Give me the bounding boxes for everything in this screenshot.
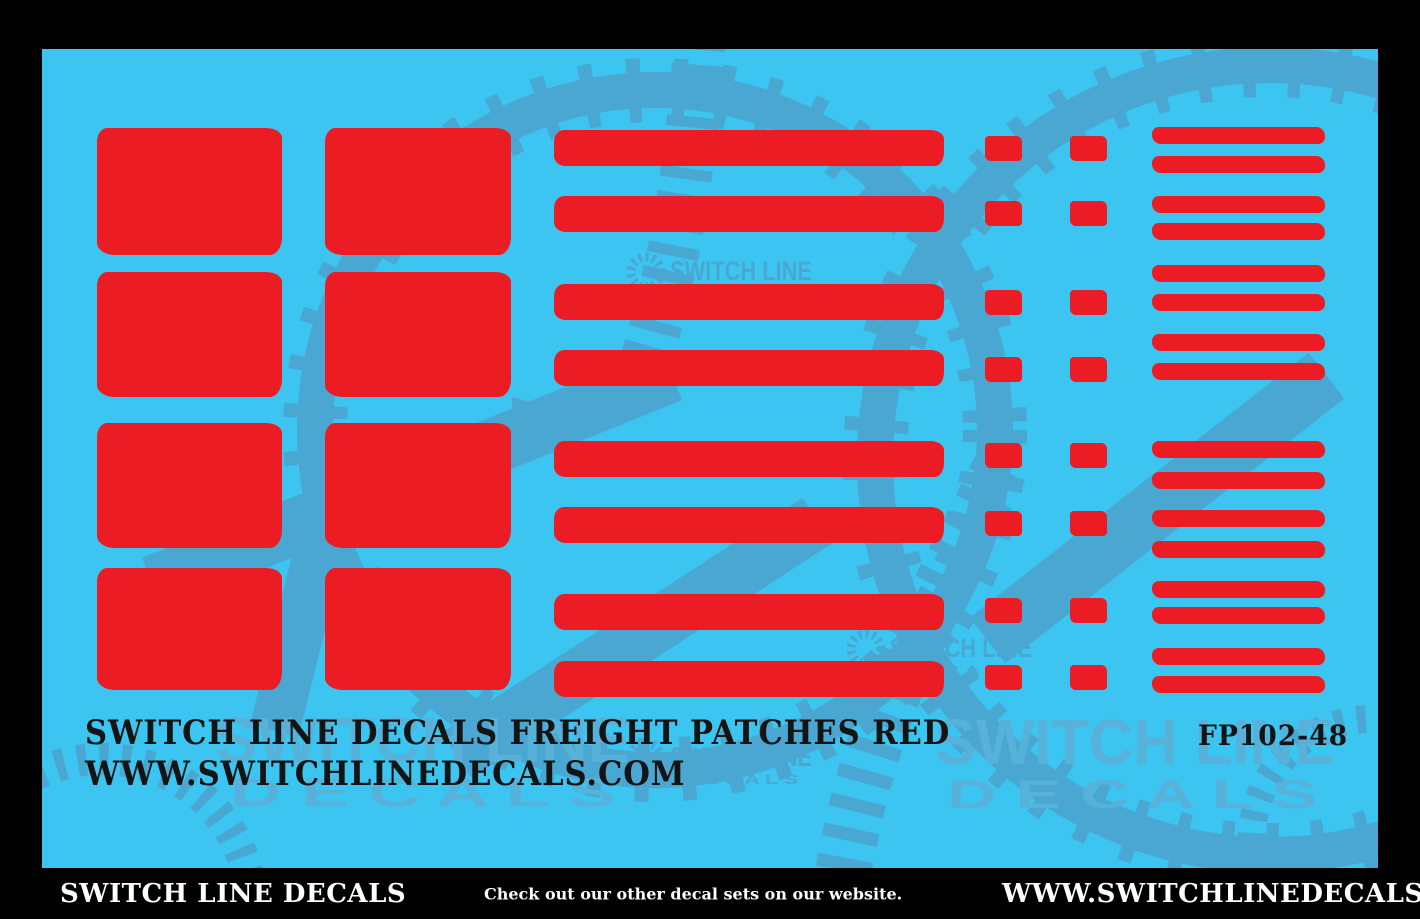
decal-patch-square — [985, 665, 1022, 690]
decal-patch-thin — [1152, 223, 1325, 240]
footer-tagline: Check out our other decal sets on our we… — [484, 884, 903, 903]
decal-patch-large — [97, 272, 282, 397]
footer-brand: SWITCH LINE DECALS — [60, 878, 407, 909]
decal-patch-thin — [1152, 196, 1325, 213]
decal-patch-square — [985, 201, 1022, 226]
decal-patch-thin — [1152, 294, 1325, 311]
decal-patch-square — [985, 290, 1022, 315]
decal-patch-square — [1070, 136, 1107, 161]
decal-patch-square — [985, 443, 1022, 468]
decal-patch-thin — [1152, 510, 1325, 527]
decal-patch-square — [985, 511, 1022, 536]
decal-patch-large — [97, 568, 282, 690]
footer-url: WWW.SWITCHLINEDECALS.COM — [1002, 878, 1420, 909]
decal-patch-large — [325, 568, 511, 690]
watermark-brand-text: SWITCH LINE — [670, 742, 812, 772]
decal-patch-stripe — [554, 196, 944, 232]
decal-sheet: SWITCH LINE D E C A L S SWITCH LINE D E … — [42, 49, 1378, 868]
decal-patch-thin — [1152, 541, 1325, 558]
decal-patch-thin — [1152, 676, 1325, 693]
decal-patch-stripe — [554, 661, 944, 697]
decal-patch-thin — [1152, 127, 1325, 144]
decal-patch-stripe — [554, 130, 944, 166]
decal-patch-square — [1070, 511, 1107, 536]
decal-patch-thin — [1152, 156, 1325, 173]
decal-patch-square — [1070, 443, 1107, 468]
decal-patch-thin — [1152, 648, 1325, 665]
brand-logo-watermark: SWITCH LINE D E C A L S — [626, 738, 812, 787]
decal-patch-stripe — [554, 594, 944, 630]
decal-patch-square — [985, 357, 1022, 382]
brand-text-watermark-large: SWITCH LINE D E C A L S — [935, 706, 1335, 817]
caption-title: SWITCH LINE DECALS FREIGHT PATCHES RED — [85, 713, 951, 753]
decal-patch-thin — [1152, 441, 1325, 458]
decal-patch-square — [985, 598, 1022, 623]
decal-patch-square — [1070, 290, 1107, 315]
decal-patch-stripe — [554, 284, 944, 320]
watermark-brand-text: SWITCH LINE — [890, 633, 1032, 663]
decal-patch-large — [325, 128, 511, 255]
decal-patch-thin — [1152, 472, 1325, 489]
watermark-brand-text: SWITCH LINE — [935, 706, 1335, 778]
watermark-brand-subtext: D E C A L S — [230, 771, 615, 815]
watermark-brand-subtext: D E C A L S — [947, 773, 1317, 817]
decal-patch-square — [1070, 201, 1107, 226]
decal-patch-thin — [1152, 265, 1325, 282]
decal-patch-thin — [1152, 607, 1325, 624]
decal-patch-square — [1070, 598, 1107, 623]
decal-patch-large — [97, 423, 282, 548]
watermark-brand-text: SWITCH LINE — [215, 704, 630, 776]
watermark-brand-subtext: D E C A L S — [682, 771, 798, 787]
decal-patch-thin — [1152, 363, 1325, 380]
decal-patch-large — [325, 423, 511, 548]
decal-patch-large — [325, 272, 511, 397]
caption-url: WWW.SWITCHLINEDECALS.COM — [85, 754, 686, 794]
footer-bar: SWITCH LINE DECALS Check out our other d… — [0, 868, 1420, 919]
decal-patch-square — [1070, 665, 1107, 690]
decal-patch-square — [1070, 357, 1107, 382]
product-code: FP102-48 — [1198, 719, 1349, 752]
decal-patch-thin — [1152, 581, 1325, 598]
decal-patch-stripe — [554, 350, 944, 386]
watermark-brand-text: SWITCH LINE — [670, 256, 812, 286]
decal-patch-thin — [1152, 334, 1325, 351]
decal-patch-large — [97, 128, 282, 255]
decal-patch-square — [985, 136, 1022, 161]
decal-patch-stripe — [554, 507, 944, 543]
decal-patch-stripe — [554, 441, 944, 477]
brand-text-watermark-large: SWITCH LINE D E C A L S — [215, 704, 630, 815]
caption: SWITCH LINE DECALS FREIGHT PATCHES RED W… — [85, 713, 1046, 795]
track-swoosh-icon — [626, 738, 666, 778]
